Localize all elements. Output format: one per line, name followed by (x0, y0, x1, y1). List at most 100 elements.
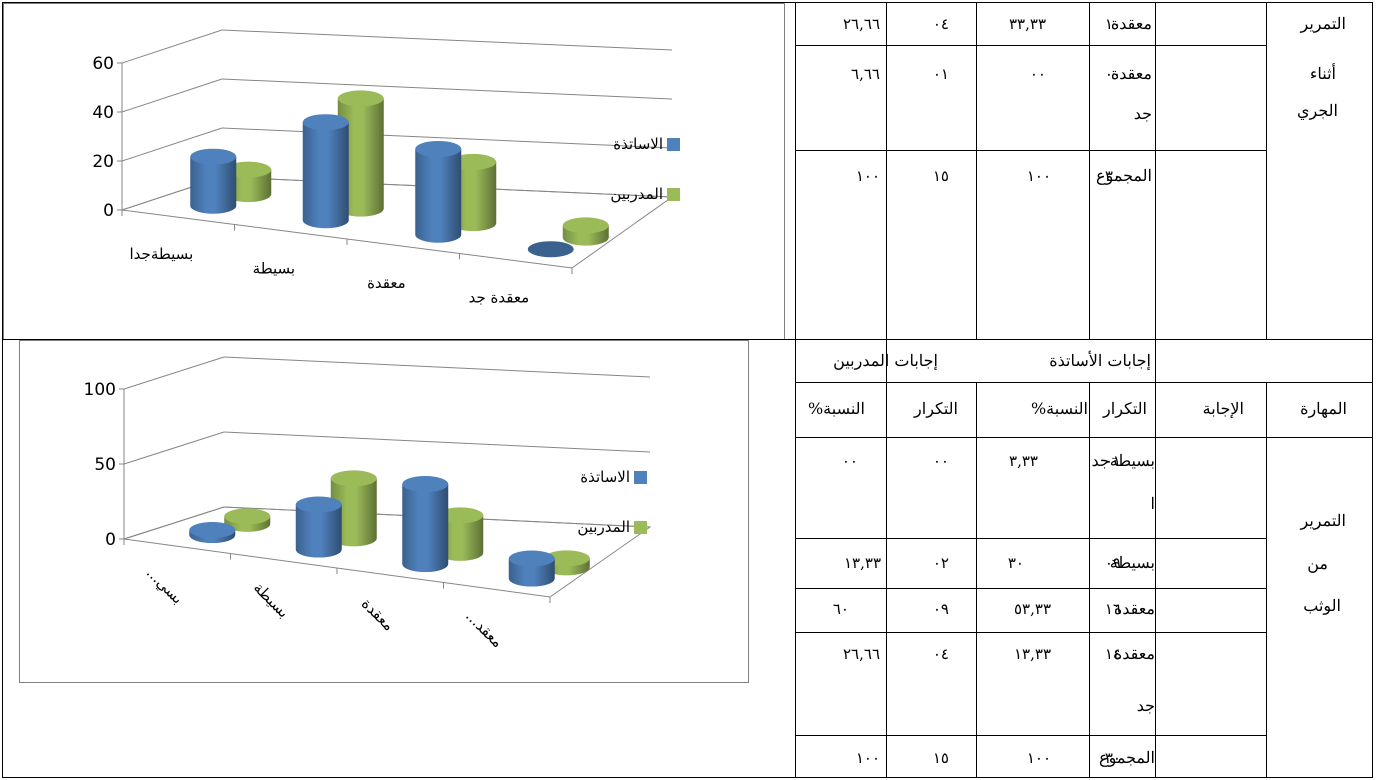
chart2-bar-coaches-3 (543, 550, 590, 576)
chart1-grid-back-2 (221, 78, 673, 100)
skill-line-1: التمرير (1300, 511, 1346, 530)
chart-top-frame: 0 20 40 60 بسيطةجدا بسيطة معقدة معقدة جد الاساتذ… (3, 3, 785, 340)
coach-pct: ٢٦,٦٦ (843, 15, 880, 33)
coach-freq: ١٥ (932, 167, 949, 185)
chart1-bar-teachers-1 (302, 114, 349, 229)
teacher-freq: ٠٩ (1104, 554, 1121, 572)
group-header-teachers: إجابات الأساتذة (1049, 351, 1151, 370)
skill-line-3: الجري (1297, 101, 1338, 120)
chart2-y-tick-label: 0 (105, 530, 116, 550)
answer-cell: معقدة (1110, 14, 1152, 33)
coach-pct: ١٠٠ (855, 749, 880, 767)
coach-freq: ١٥ (932, 749, 949, 767)
skill-line-1: التمرير (1300, 14, 1346, 33)
chart1-legend-swatch-0 (667, 138, 680, 151)
coach-freq: ٠١ (932, 65, 949, 83)
group-header-coaches: إجابات المدربين (833, 351, 938, 370)
chart1-y-tick-label: 0 (103, 201, 114, 221)
answer-cell: بسيطةجد (1091, 451, 1155, 470)
chart1-grid-back-3 (221, 29, 673, 51)
teacher-pct: ٠٠ (1029, 65, 1046, 83)
teacher-freq: ٣٠ (1104, 167, 1121, 185)
answer-cell-2: جد (1133, 104, 1152, 123)
chart2-x-label: معقدة (358, 595, 398, 635)
teacher-pct: ١٠٠ (1026, 167, 1051, 185)
teacher-freq: ١٦ (1104, 600, 1121, 618)
chart2-y-tick-label: 50 (94, 455, 116, 475)
chart2-grid-back-1 (223, 431, 651, 453)
chart2-legend-label-0: الاساتذة (580, 468, 630, 486)
chart1-bar-coaches-2 (450, 153, 497, 232)
chart1-y-tick-label: 40 (92, 103, 114, 123)
chart2-legend-label-1: المدربين (577, 518, 630, 536)
total-label: المجموع (1099, 748, 1155, 767)
skill-line-2: أثناء (1309, 64, 1336, 83)
coach-freq: ٠٤ (932, 645, 949, 663)
chart2-bar-coaches-2 (437, 507, 484, 561)
chart-top-svg: 0 20 40 60 بسيطةجدا بسيطة معقدة معقدة جد الاساتذ… (92, 29, 680, 307)
chart1-bar-coaches-3 (562, 217, 609, 246)
coach-pct: ٦٠ (832, 600, 849, 618)
chart1-x-label: بسيطةجدا (130, 245, 194, 263)
coach-pct: ٦,٦٦ (851, 65, 880, 83)
chart1-grid-back-1 (221, 127, 673, 149)
total-label: المجموع (1096, 166, 1152, 185)
chart2-grid-back-2 (223, 356, 651, 378)
teacher-freq: ٠١ (1104, 452, 1121, 470)
chart1-grid-side-3 (121, 29, 223, 64)
answer-cell: معقدة (1113, 644, 1155, 663)
coach-pct: ١٣,٣٣ (844, 554, 881, 572)
chart2-bar-teachers-0 (189, 522, 236, 544)
answer-cell: معقدة (1113, 599, 1155, 618)
chart2-bar-coaches-1 (330, 470, 377, 547)
coach-freq: ٠٤ (932, 15, 949, 33)
chart1-legend-label-1: المدربين (610, 185, 663, 203)
answer-cell-2: ا (1150, 494, 1155, 513)
chart1-bar-coaches-0 (225, 161, 272, 203)
coach-pct: ١٠٠ (855, 167, 880, 185)
chart1-grid-side-1 (121, 127, 223, 162)
coach-freq: ٠٢ (932, 554, 949, 572)
chart1-bar-coaches-1 (337, 90, 384, 217)
chart2-y-tick-label: 100 (84, 380, 116, 400)
chart1-x-label: بسيطة (253, 260, 295, 278)
answer-cell-2: جد (1136, 696, 1155, 715)
chart1-bar-teachers-2 (415, 140, 462, 243)
header-teacher-freq: التكرار (1103, 399, 1147, 418)
chart2-grid-side-2 (123, 356, 225, 390)
chart1-legend-swatch-1 (667, 188, 680, 201)
teacher-freq: ١٤ (1104, 645, 1121, 663)
header-answer: الإجابة (1202, 399, 1244, 418)
teacher-pct: ٣٣,٣٣ (1009, 15, 1046, 33)
chart1-y-tick-label: 20 (92, 152, 114, 172)
header-teacher-pct: النسبة% (1030, 399, 1088, 418)
chart2-bar-coaches-0 (224, 508, 271, 532)
teacher-pct: ١٣,٣٣ (1014, 645, 1051, 663)
skill-line-3: الوثب (1303, 596, 1341, 615)
chart1-y-tick-label: 60 (92, 54, 114, 74)
chart-bottom-frame: 0 50 100 بسي... بسيطة معقدة معقد... الاساتذة الم… (19, 340, 749, 683)
header-coach-freq: التكرار (914, 399, 958, 418)
teacher-freq: ٠٠ (1104, 65, 1121, 83)
teacher-pct: ٣,٣٣ (1009, 452, 1038, 470)
chart-bottom-svg: 0 50 100 بسي... بسيطة معقدة معقد... الاساتذة الم… (84, 356, 652, 652)
chart2-legend-swatch-1 (634, 521, 647, 534)
header-coach-pct: النسبة% (807, 399, 865, 418)
skill-line-2: من (1307, 554, 1328, 573)
answer-cell: معقدة (1110, 64, 1152, 83)
chart1-bar-teachers-0 (190, 148, 237, 214)
teacher-pct: ١٠٠ (1026, 749, 1051, 767)
chart2-x-label: معقد... (462, 607, 507, 652)
chart1-x-label: معقدة (367, 274, 406, 292)
chart2-bar-teachers-3 (508, 550, 555, 587)
chart2-bar-teachers-2 (402, 476, 449, 573)
coach-freq: ٠٩ (932, 600, 949, 618)
header-skill: المهارة (1300, 399, 1347, 418)
coach-pct: ٠٠ (841, 452, 858, 470)
chart1-x-label: معقدة جد (469, 289, 530, 307)
teacher-freq: ٣٠ (1104, 749, 1121, 767)
teacher-freq: ١٠ (1104, 15, 1121, 33)
chart2-x-label: بسيطة (250, 579, 293, 622)
chart2-bar-teachers-1 (295, 496, 342, 558)
teacher-pct: ٣٠ (1007, 554, 1024, 572)
